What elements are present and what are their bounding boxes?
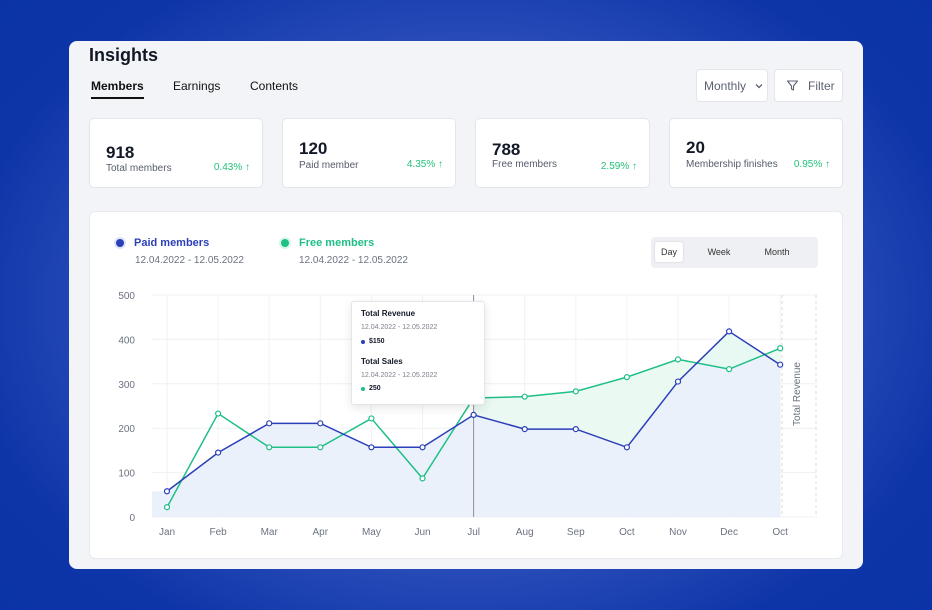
free-area-fill (473, 331, 781, 448)
tooltip-revenue-title: Total Revenue (361, 309, 416, 318)
data-point-paid-members (266, 420, 273, 427)
y-tick-label: 100 (118, 469, 135, 480)
data-point-free-members (163, 504, 171, 511)
x-tick-label: Nov (669, 527, 687, 538)
members-line-chart: 0 100 200 300 400 500 Jan Feb Mar Apr May Jun Jul Aug… (118, 291, 817, 538)
x-tick-label: Oct (619, 527, 635, 538)
data-point-paid-members (163, 488, 171, 495)
data-point-paid-members (623, 444, 631, 451)
period-select-value: Monthly (704, 78, 747, 93)
data-point-paid-members (521, 425, 528, 433)
data-point-paid-members (317, 420, 324, 427)
data-point-free-members (215, 410, 222, 417)
stat-value: 120 (299, 139, 328, 158)
stat-label: Total members (106, 163, 172, 174)
tooltip-sales-value-text: 250 (369, 385, 381, 392)
y-tick-label: 200 (118, 424, 135, 435)
data-point-free-members (623, 374, 631, 381)
legend-paid-label: Paid members (134, 237, 210, 249)
data-point-paid-members (777, 361, 784, 368)
stat-card-membership-finishes: 20 Membership finishes 0.95% ↑ (669, 118, 843, 188)
y-tick-label: 400 (118, 335, 135, 346)
data-point-free-members (317, 444, 324, 451)
tooltip-sales-title: Total Sales (361, 357, 403, 366)
legend-paid-members[interactable]: Paid members (116, 237, 209, 249)
stat-label: Membership finishes (686, 159, 778, 170)
tab-contents[interactable]: Contents (250, 79, 299, 93)
range-month-button[interactable]: Month (764, 247, 790, 257)
legend-paid-dot (116, 239, 124, 247)
chart-tooltip: Total Revenue 12.04.2022 - 12.05.2022 $1… (351, 301, 485, 405)
data-point-free-members (725, 366, 733, 373)
stat-change: 4.35% ↑ (406, 159, 443, 170)
stat-change: 2.59% ↑ (600, 161, 637, 172)
data-point-free-members (266, 444, 273, 451)
tab-earnings[interactable]: Earnings (173, 79, 221, 93)
x-tick-label: Jun (414, 527, 430, 538)
data-point-paid-members (470, 411, 477, 418)
y-tick-label: 0 (129, 513, 135, 524)
data-point-free-members (572, 388, 579, 395)
tab-members[interactable]: Members (91, 79, 144, 99)
stat-card-paid-member: 120 Paid member 4.35% ↑ (282, 118, 456, 188)
paid-area-fill (152, 331, 781, 517)
chevron-down-icon (755, 83, 763, 88)
y-tick-label: 500 (118, 291, 135, 302)
x-tick-label: May (362, 527, 381, 538)
y-tick-label: 300 (118, 380, 135, 391)
filter-icon (786, 80, 799, 91)
stat-change: 0.95% ↑ (793, 159, 830, 170)
x-tick-label: Jul (467, 527, 480, 538)
legend-paid-range: 12.04.2022 - 12.05.2022 (135, 255, 244, 266)
x-tick-label: Mar (261, 527, 279, 538)
tooltip-revenue-range: 12.04.2022 - 12.05.2022 (361, 324, 438, 331)
stat-value: 788 (492, 140, 521, 159)
filter-button[interactable]: Filter (774, 69, 843, 102)
period-select[interactable]: Monthly (696, 69, 768, 102)
tooltip-sales-value: 250 (361, 385, 381, 392)
data-point-paid-members (725, 328, 733, 335)
data-point-free-members (674, 356, 682, 363)
legend-free-dot (281, 239, 289, 247)
data-point-free-members (368, 415, 375, 422)
legend-free-members[interactable]: Free members (281, 237, 374, 249)
x-tick-label: Dec (720, 527, 738, 538)
stat-card-free-members: 788 Free members 2.59% ↑ (475, 118, 650, 188)
data-point-paid-members (674, 378, 682, 385)
range-day-button[interactable]: Day (655, 242, 683, 262)
stat-card-total-members: 918 Total members 0.43% ↑ (89, 118, 263, 188)
x-tick-label: Aug (516, 527, 534, 538)
stat-value: 20 (686, 138, 705, 157)
data-point-paid-members (419, 444, 426, 451)
insights-card: Insights Members Earnings Contents Month… (69, 41, 863, 569)
filter-label: Filter (808, 78, 835, 93)
data-point-free-members (777, 345, 784, 352)
page-title: Insights (89, 45, 159, 65)
legend-free-label: Free members (299, 237, 375, 249)
stat-label: Free members (492, 159, 558, 170)
y2-axis-label: Total Revenue (792, 362, 803, 426)
tooltip-revenue-dot (361, 339, 365, 344)
stat-label: Paid member (299, 160, 359, 171)
legend-free-range: 12.04.2022 - 12.05.2022 (299, 255, 408, 266)
x-tick-label: Oct (772, 527, 788, 538)
tooltip-revenue-value: $150 (361, 338, 385, 345)
data-point-paid-members (572, 425, 579, 433)
stat-change: 0.43% ↑ (213, 162, 250, 173)
data-point-paid-members (368, 444, 375, 451)
x-tick-label: Sep (567, 527, 585, 538)
data-point-paid-members (215, 449, 222, 456)
range-week-button[interactable]: Week (707, 247, 731, 257)
tooltip-revenue-value-text: $150 (369, 338, 385, 345)
x-tick-label: Jan (159, 527, 175, 538)
x-tick-label: Apr (313, 527, 329, 538)
x-tick-label: Feb (209, 527, 227, 538)
data-point-free-members (419, 475, 426, 482)
stat-value: 918 (106, 143, 135, 162)
tooltip-sales-dot (361, 386, 365, 391)
range-toggle: Day Week Month (651, 237, 818, 268)
data-point-free-members (521, 393, 528, 400)
tooltip-sales-range: 12.04.2022 - 12.05.2022 (361, 372, 438, 379)
members-chart-card: 0 100 200 300 400 500 Jan Feb Mar Apr May Jun Jul Aug… (89, 211, 843, 559)
